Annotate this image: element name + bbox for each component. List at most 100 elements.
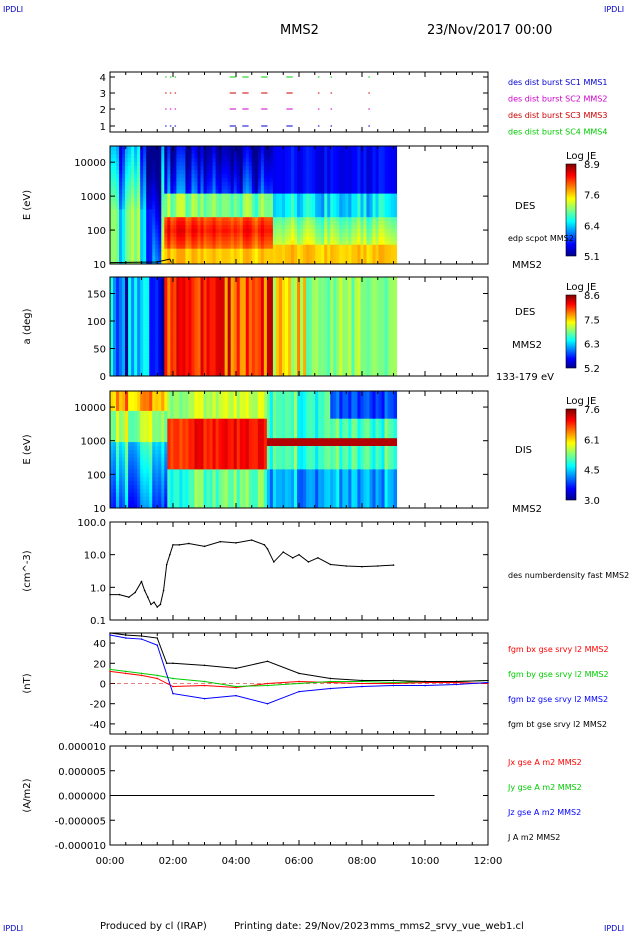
heatmap-cell	[318, 244, 322, 249]
heatmap-cell	[260, 236, 265, 241]
heatmap-cell	[294, 205, 298, 210]
heatmap-cell	[176, 336, 180, 341]
heatmap-cell	[140, 326, 144, 331]
heatmap-cell	[242, 329, 247, 334]
heatmap-cell	[360, 216, 364, 222]
heatmap-cell	[119, 236, 123, 241]
heatmap-cell	[297, 169, 301, 174]
heatmap-cell	[393, 205, 398, 210]
heatmap-cell	[137, 244, 141, 249]
heatmap-cell	[212, 333, 217, 337]
heatmap-cell	[221, 356, 226, 360]
heatmap-cell	[161, 153, 165, 159]
heatmap-cell	[272, 240, 277, 245]
heatmap-cell	[119, 205, 123, 210]
heatmap-cell	[375, 149, 379, 155]
heatmap-cell	[155, 369, 159, 374]
heatmap-cell	[251, 220, 256, 226]
heatmap-cell	[134, 185, 138, 190]
heatmap-cell	[245, 362, 250, 367]
heatmap-cell	[239, 326, 244, 331]
heatmap-cell	[357, 260, 361, 265]
heatmap-cell	[236, 260, 241, 265]
heatmap-cell	[173, 216, 177, 222]
heatmap-cell	[125, 157, 129, 163]
heatmap-cell	[291, 256, 295, 261]
heatmap-cell	[254, 277, 259, 281]
heatmap-cell	[116, 244, 120, 249]
heatmap-cell	[200, 290, 204, 294]
heatmap-cell	[278, 349, 283, 354]
heatmap-cell	[242, 193, 247, 198]
heatmap-cell	[170, 277, 174, 281]
heatmap-cell	[348, 161, 352, 167]
heatmap-cell	[278, 161, 283, 167]
heatmap-cell	[297, 296, 301, 301]
heatmap-cell	[206, 212, 210, 218]
heatmap-cell	[281, 352, 286, 357]
heatmap-cell	[134, 329, 138, 334]
heatmap-cell	[206, 185, 210, 190]
heatmap-cell	[128, 185, 132, 190]
heatmap-cell	[179, 306, 183, 311]
heatmap-cell	[372, 149, 376, 155]
heatmap-cell	[206, 153, 210, 159]
heatmap-cell	[185, 157, 189, 163]
heatmap-cell	[116, 336, 120, 341]
heatmap-cell	[345, 256, 349, 261]
heatmap-cell	[143, 224, 147, 229]
heatmap-cell	[191, 193, 195, 198]
heatmap-cell	[266, 208, 271, 214]
heatmap-cell	[278, 310, 283, 314]
heatmap-cell	[146, 346, 150, 350]
heatmap-cell	[203, 319, 207, 324]
heatmap-cell	[233, 240, 238, 245]
heatmap-cell	[390, 252, 395, 257]
heatmap-cell	[242, 201, 247, 206]
heatmap-cell	[336, 244, 340, 249]
heatmap-cell	[173, 293, 177, 298]
heatmap-cell	[312, 197, 316, 202]
heatmap-cell	[185, 329, 189, 334]
heatmap-cell	[224, 165, 229, 170]
heatmap-cell	[164, 290, 168, 294]
heatmap-cell	[272, 277, 277, 281]
heatmap-cell	[230, 244, 235, 249]
heatmap-cell	[381, 189, 385, 194]
heatmap-cell	[309, 208, 313, 214]
heatmap-cell	[348, 252, 352, 257]
heatmap-cell	[182, 303, 186, 308]
heatmap-cell	[182, 173, 186, 178]
heatmap-cell	[351, 153, 355, 159]
heatmap-cell	[125, 244, 129, 249]
heatmap-cell	[327, 157, 331, 163]
heatmap-cell	[257, 316, 262, 321]
heatmap-cell	[339, 208, 343, 214]
heatmap-cell	[245, 149, 250, 155]
heatmap-cell	[288, 193, 292, 198]
heatmap-cell	[275, 293, 280, 298]
heatmap-cell	[140, 362, 144, 367]
heatmap-cell	[146, 153, 150, 159]
heatmap-cell	[354, 153, 358, 159]
heatmap-cell	[221, 336, 226, 341]
heatmap-cell	[266, 356, 271, 360]
heatmap-cell	[149, 201, 153, 206]
heatmap-cell	[146, 283, 150, 288]
heatmap-cell	[206, 208, 210, 214]
heatmap-cell	[300, 236, 304, 241]
heatmap-cell	[303, 189, 307, 194]
heatmap-cell	[113, 290, 117, 294]
heatmap-cell	[134, 362, 138, 367]
heatmap-cell	[242, 366, 247, 370]
heatmap-cell	[272, 369, 277, 374]
heatmap-cell	[122, 149, 126, 155]
heatmap-cell	[336, 185, 340, 190]
heatmap-cell	[272, 362, 277, 367]
heatmap-cell	[254, 349, 259, 354]
heatmap-cell	[167, 303, 171, 308]
heatmap-cell	[221, 286, 226, 291]
heatmap-cell	[233, 356, 238, 360]
heatmap-cell	[272, 316, 277, 321]
heatmap-cell	[233, 336, 238, 341]
